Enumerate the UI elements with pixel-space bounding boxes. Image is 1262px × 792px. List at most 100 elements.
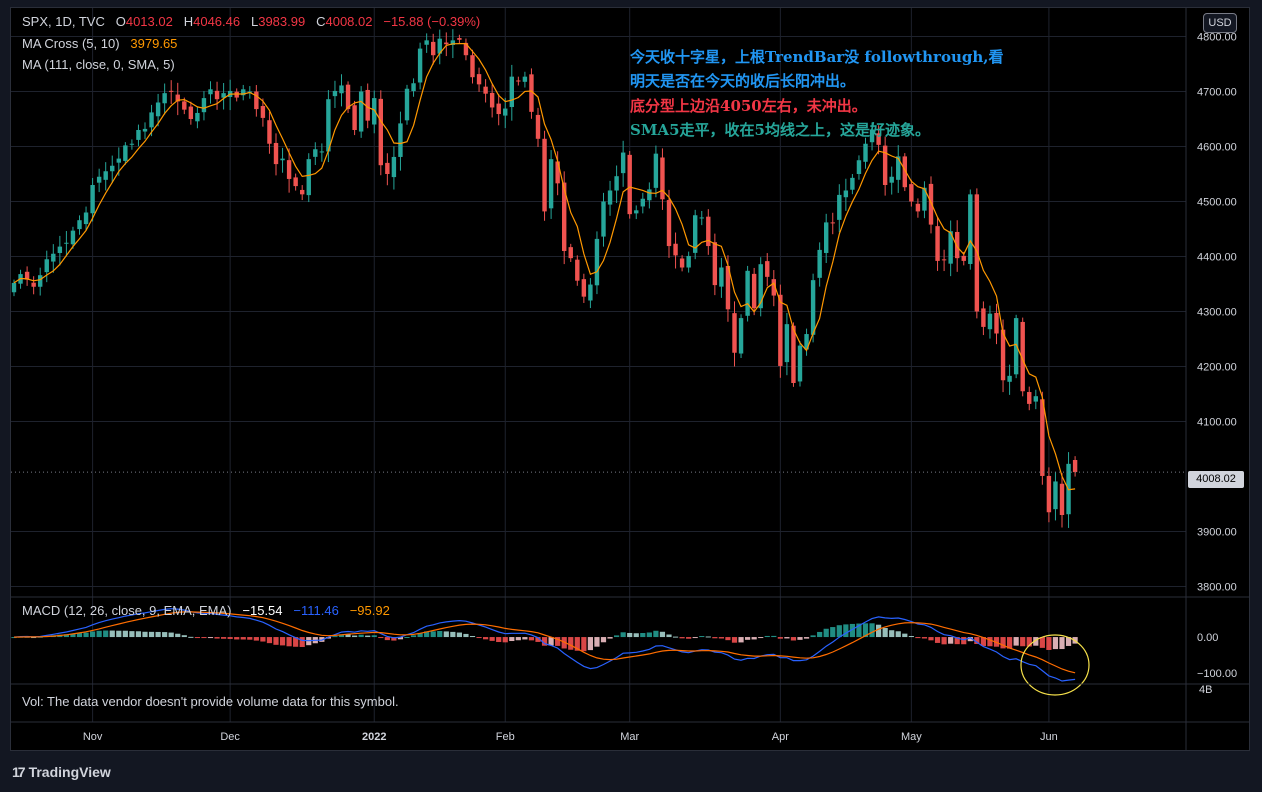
macd-hist-bar xyxy=(810,635,816,638)
price-tick-label: 4300.00 xyxy=(1197,307,1237,319)
ma-legend[interactable]: MA (111, close, 0, SMA, 5) xyxy=(22,57,175,72)
macd-label[interactable]: MACD (12, 26, close, 9, EMA, EMA) xyxy=(22,603,232,618)
macd-hist-bar xyxy=(967,637,973,642)
macd-hist-bar xyxy=(817,631,823,638)
candle-body xyxy=(1007,375,1012,382)
macd-hist-bar xyxy=(31,637,37,639)
candle-body xyxy=(385,162,390,174)
candle-body xyxy=(516,80,521,82)
ma-cross-label[interactable]: MA Cross (5, 10) xyxy=(22,36,120,51)
candle-body xyxy=(915,203,921,212)
candle-body xyxy=(286,160,292,179)
macd-hist-bar xyxy=(705,636,711,638)
macd-hist-bar xyxy=(548,637,554,646)
macd-hist-bar xyxy=(876,624,882,638)
macd-hist-bar xyxy=(535,637,541,642)
candle-body xyxy=(169,90,174,92)
candle-body xyxy=(562,182,567,251)
macd-hist-bar xyxy=(417,632,423,638)
candle-body xyxy=(51,253,56,262)
price-tick-label: 3900.00 xyxy=(1197,527,1237,539)
macd-legend[interactable]: MACD (12, 26, close, 9, EMA, EMA) −15.54… xyxy=(22,603,390,618)
ohlc-legend[interactable]: SPX, 1D, TVC O4013.02 H4046.46 L3983.99 … xyxy=(22,14,480,29)
candle-body xyxy=(771,279,776,296)
signal-line xyxy=(13,611,1076,674)
candle-body xyxy=(83,212,89,225)
macd-hist-bar xyxy=(148,631,155,638)
candle-body xyxy=(634,210,639,214)
macd-hist-bar xyxy=(122,630,128,638)
candle-body xyxy=(876,133,881,145)
macd-tick-label: −100.00 xyxy=(1197,668,1237,680)
symbol-label[interactable]: SPX, 1D, TVC xyxy=(22,14,105,29)
candle-body xyxy=(791,325,796,383)
candle-body xyxy=(110,165,115,172)
macd-hist-bar xyxy=(915,637,921,639)
tradingview-logo[interactable]: 17 TradingView xyxy=(12,764,111,780)
macd-hist-bar xyxy=(607,637,613,639)
candle-body xyxy=(411,83,416,92)
candle-body xyxy=(1053,481,1058,510)
time-tick-label: Dec xyxy=(220,731,240,743)
candle-body xyxy=(116,158,121,163)
candle-body xyxy=(850,177,855,190)
macd-hist-bar xyxy=(476,637,482,639)
candle-body xyxy=(535,114,541,139)
volume-note: Vol: The data vendor doesn't provide vol… xyxy=(22,694,399,709)
candle-body xyxy=(542,138,547,212)
macd-hist-bar xyxy=(640,632,646,638)
high-label: H xyxy=(183,14,194,29)
annotation-line-2[interactable]: 明天是否在今天的收后长阳冲出。 xyxy=(630,72,856,90)
macd-hist-bar xyxy=(902,633,908,638)
candle-body xyxy=(352,105,357,130)
candle-body xyxy=(555,161,560,184)
candle-body xyxy=(332,90,338,97)
macd-hist-bar xyxy=(489,637,495,641)
macd-hist-bar xyxy=(279,637,286,646)
candle-body xyxy=(313,149,318,157)
macd-hist-bar xyxy=(345,634,351,638)
price-tick-label: 4500.00 xyxy=(1197,197,1237,209)
macd-hist-bar xyxy=(1020,637,1026,647)
macd-hist-bar xyxy=(1007,637,1013,649)
macd-hist-bar xyxy=(1046,637,1052,650)
macd-hist-bar xyxy=(162,632,168,638)
ma-cross-legend[interactable]: MA Cross (5, 10) 3979.65 xyxy=(22,36,177,51)
close-label: C xyxy=(316,14,326,29)
macd-hist-bar xyxy=(496,637,502,643)
macd-hist-bar xyxy=(469,635,476,638)
price-tick-label: 4100.00 xyxy=(1197,417,1237,429)
annotation-line-4[interactable]: SMA5走平，收在5均线之上，这是好迹象。 xyxy=(630,121,930,139)
annotation-line-1[interactable]: 今天收十字星，上根TrendBar没 followthrough,看 xyxy=(630,48,1004,66)
macd-hist-bar xyxy=(830,627,836,638)
macd-hist-bar xyxy=(758,637,764,639)
macd-hist-bar xyxy=(76,633,83,638)
candle-body xyxy=(38,275,43,287)
macd-hist-bar xyxy=(784,637,790,639)
last-price-tag: 4008.02 xyxy=(1188,471,1244,488)
annotation-line-3[interactable]: 底分型上边沿4050左右，未冲出。 xyxy=(630,97,867,115)
candle-body xyxy=(863,143,868,162)
candle-body xyxy=(1072,460,1078,473)
macd-hist-bar xyxy=(109,630,115,638)
macd-hist-bar xyxy=(646,632,652,638)
macd-hist-bar xyxy=(378,637,384,639)
price-tick-label: 4800.00 xyxy=(1197,32,1237,44)
candle-body xyxy=(1033,396,1038,402)
macd-hist-bar xyxy=(1026,637,1032,647)
candle-body xyxy=(123,145,128,161)
price-tick-label: 3800.00 xyxy=(1197,582,1237,594)
change-value: −15.88 (−0.39%) xyxy=(383,14,481,29)
macd-hist-bar xyxy=(63,634,69,638)
candle-body xyxy=(149,112,154,128)
ma-label[interactable]: MA (111, close, 0, SMA, 5) xyxy=(22,57,175,72)
candle-body xyxy=(463,42,469,56)
candle-body xyxy=(758,264,763,309)
candle-body xyxy=(391,156,397,178)
currency-badge[interactable]: USD xyxy=(1203,13,1237,33)
candle-body xyxy=(457,38,462,40)
macd-hist-bar xyxy=(672,636,679,638)
macd-hist-bar xyxy=(188,636,194,638)
macd-hist-bar xyxy=(1000,637,1006,649)
